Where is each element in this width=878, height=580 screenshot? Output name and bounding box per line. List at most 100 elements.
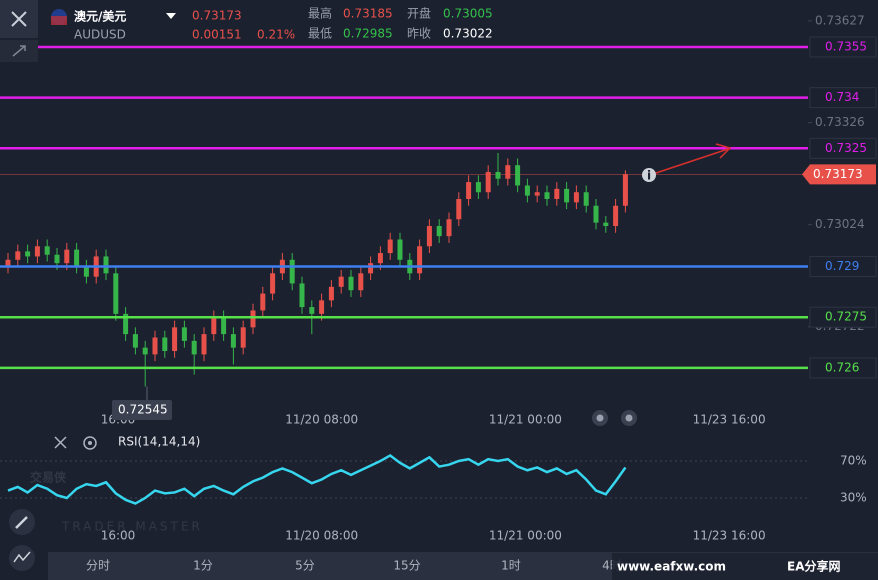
scroll-dot xyxy=(625,414,633,422)
candle-body xyxy=(534,192,540,196)
candle-body xyxy=(181,327,187,341)
price: 0.73173 xyxy=(192,9,242,23)
x-tick-label: 11/20 08:00 xyxy=(285,529,358,543)
candle-body xyxy=(426,226,432,247)
candle-body xyxy=(260,293,266,311)
candle-body xyxy=(417,246,423,274)
level-label-bg xyxy=(809,256,877,278)
candle-body xyxy=(387,239,393,254)
pen-icon xyxy=(15,516,28,529)
candle-body xyxy=(309,307,315,314)
tab[interactable]: 5分 xyxy=(295,559,315,573)
dropdown-arrow[interactable] xyxy=(166,13,176,19)
y-tick-label: 30% xyxy=(840,491,867,505)
x-tick-label: 11/23 16:00 xyxy=(693,413,766,427)
candle-body xyxy=(544,192,550,199)
pair-name[interactable]: 澳元/美元 xyxy=(74,9,126,24)
level-label: 0.7325 xyxy=(825,141,867,155)
candle-body xyxy=(564,188,570,203)
candle-body xyxy=(446,219,452,237)
candle-body xyxy=(573,192,579,203)
candle-body xyxy=(152,337,158,355)
candle-body xyxy=(201,334,207,355)
info-glyph: i xyxy=(647,169,651,183)
candle-body xyxy=(44,246,50,255)
x-tick-label: 11/20 08:00 xyxy=(285,413,358,427)
change: 0.00151 xyxy=(192,28,242,42)
x-tick-label: 11/23 16:00 xyxy=(693,529,766,543)
rsi-line xyxy=(7,453,627,505)
candle-body xyxy=(25,251,31,257)
candle-body xyxy=(348,276,354,291)
y-tick-label: 0.73024 xyxy=(815,217,865,231)
candle-body xyxy=(397,239,403,260)
close-icon xyxy=(11,11,27,27)
candle-body xyxy=(289,259,295,284)
candle-body xyxy=(583,192,589,206)
logo-text: 交易侠 xyxy=(30,470,67,485)
candle-body xyxy=(250,310,256,328)
rsi-chart: 70% 30% 16:00 11/20 08:00 11/21 00:00 11/23 1… xyxy=(0,454,867,543)
candle-body xyxy=(377,253,383,264)
rsi-settings[interactable] xyxy=(83,436,97,450)
candle-body xyxy=(270,273,276,294)
candle-body xyxy=(358,273,364,291)
candle-body xyxy=(466,182,472,199)
flag-stripe xyxy=(51,16,67,25)
candle-body xyxy=(613,205,619,227)
level-label: 0.726 xyxy=(825,360,859,374)
candle-body xyxy=(475,182,481,193)
candle-body xyxy=(554,188,560,199)
candle-body xyxy=(328,286,334,301)
level-label: 0.734 xyxy=(825,90,859,104)
candle-body xyxy=(74,249,80,267)
stat-value: 0.72985 xyxy=(343,27,393,41)
logo-sub: TRADER MASTER xyxy=(61,520,203,534)
logo-watermark: 交易侠 TRADER MASTER xyxy=(30,470,203,534)
candle-body xyxy=(338,276,344,287)
tab[interactable]: 分时 xyxy=(86,559,110,573)
candle-body xyxy=(211,317,217,335)
candle-body xyxy=(495,171,501,179)
y-tick-label: 0.73326 xyxy=(815,115,865,129)
candle-body xyxy=(593,205,599,223)
candle-body xyxy=(230,334,236,348)
last-price-label: 0.73173 xyxy=(813,167,863,181)
candle-body xyxy=(191,340,197,355)
x-tick-label: 11/21 00:00 xyxy=(489,529,562,543)
candle-body xyxy=(113,273,119,314)
x-tick-label: 11/21 00:00 xyxy=(489,413,562,427)
stat-label: 昨收 xyxy=(407,27,431,41)
site-watermark: www.eafxw.com xyxy=(617,560,726,574)
scroll-dot xyxy=(596,414,604,422)
candle-body xyxy=(83,266,89,277)
tab[interactable]: 1分 xyxy=(193,559,213,573)
level-label: 0.7275 xyxy=(825,310,867,324)
candle-body xyxy=(64,249,70,264)
stat-value: 0.73185 xyxy=(343,7,393,21)
candle-body xyxy=(162,337,168,352)
candle-body xyxy=(240,327,246,348)
tab[interactable]: 1时 xyxy=(501,559,521,573)
candle-body xyxy=(524,185,530,196)
change-pct: 0.21% xyxy=(257,28,295,42)
candle-body xyxy=(505,165,511,179)
stat-value: 0.73005 xyxy=(443,7,493,21)
level-label-bg xyxy=(809,36,877,58)
level-label: 0.729 xyxy=(825,259,859,273)
tab[interactable]: 15分 xyxy=(393,559,420,573)
candle-body xyxy=(319,300,325,314)
rsi-close[interactable] xyxy=(54,436,67,449)
candle-body xyxy=(622,174,628,206)
level-label: 0.7355 xyxy=(825,39,867,53)
level-label-bg xyxy=(809,87,877,109)
candle-body xyxy=(15,251,21,260)
candle-body xyxy=(132,334,138,348)
info-icon[interactable] xyxy=(642,168,656,182)
low-marker-label: 0.72545 xyxy=(118,403,168,417)
low-marker-box xyxy=(112,400,172,420)
watermark-bg xyxy=(612,553,878,580)
y-tick-label: 0.73627 xyxy=(815,13,865,27)
